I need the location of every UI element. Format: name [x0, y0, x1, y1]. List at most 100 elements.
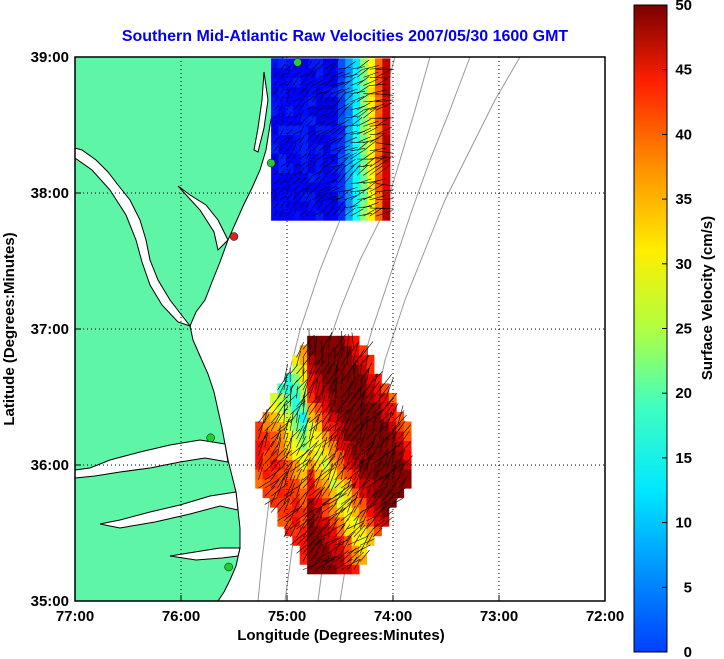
velocity-cell [366, 431, 375, 442]
velocity-cell [337, 201, 346, 212]
velocity-vector [398, 430, 410, 448]
velocity-cell [299, 535, 308, 546]
velocity-cell [352, 96, 361, 107]
velocity-vector [334, 476, 348, 489]
velocity-vector [296, 430, 305, 448]
velocity-vector [299, 153, 308, 160]
velocity-cell [278, 163, 287, 174]
velocity-vector [315, 487, 324, 505]
velocity-cell [373, 373, 382, 384]
velocity-vector [318, 198, 325, 209]
velocity-vector [293, 192, 299, 200]
velocity-vector [340, 372, 350, 383]
velocity-cell [321, 459, 330, 470]
velocity-cell [270, 478, 278, 489]
velocity-vector [340, 349, 352, 366]
velocity-cell [374, 105, 383, 116]
velocity-vector [334, 524, 346, 538]
velocity-cell [277, 431, 286, 442]
velocity-cell [359, 507, 367, 518]
velocity-cell [292, 411, 301, 422]
velocity-vector [337, 145, 350, 152]
velocity-cell [373, 516, 382, 527]
velocity-vector [356, 127, 371, 135]
velocity-vector [305, 143, 313, 152]
velocity-cell [278, 201, 287, 212]
velocity-vector [302, 350, 315, 366]
velocity-vector [391, 402, 399, 415]
velocity-vector [375, 69, 392, 78]
velocity-vector [340, 511, 353, 521]
velocity-cell [292, 469, 301, 480]
colorbar-tick-label: 50 [675, 0, 692, 14]
velocity-cell [292, 440, 301, 451]
velocity-vector [321, 413, 333, 432]
velocity-vector [280, 138, 287, 143]
velocity-cell [352, 77, 361, 88]
velocity-cell [330, 58, 339, 69]
velocity-vector [308, 464, 315, 481]
velocity-cell [367, 182, 376, 193]
velocity-vector [363, 65, 379, 70]
velocity-cell [314, 469, 323, 480]
velocity-vector [353, 341, 359, 358]
velocity-vector [353, 360, 357, 383]
velocity-cell [277, 507, 286, 518]
velocity-vector [385, 484, 395, 497]
velocity-cell [255, 469, 264, 480]
velocity-cell [307, 450, 316, 461]
velocity-cell [285, 163, 294, 174]
velocity-cell [321, 478, 330, 489]
velocity-cell [366, 497, 375, 508]
colorbar-tick-label: 45 [675, 62, 692, 79]
velocity-cell [308, 125, 317, 136]
velocity-vector [289, 482, 295, 497]
velocity-cell [367, 115, 376, 126]
velocity-vector [315, 537, 326, 554]
velocity-vector [321, 332, 333, 350]
velocity-cell [388, 478, 397, 489]
velocity-vector [359, 505, 369, 521]
velocity-vector [331, 164, 344, 168]
velocity-cell [352, 163, 361, 174]
velocity-vector [270, 482, 288, 497]
velocity-cell [336, 478, 345, 489]
velocity-vector [315, 468, 330, 481]
velocity-vector [375, 210, 393, 217]
velocity-vector [309, 395, 320, 407]
velocity-vector [305, 70, 314, 78]
velocity-vector [264, 471, 278, 481]
velocity-vector [359, 483, 366, 497]
velocity-cell [352, 86, 361, 97]
velocity-cell [367, 67, 376, 78]
velocity-vector [353, 474, 360, 489]
velocity-vector [315, 369, 323, 383]
velocity-vector [258, 466, 263, 481]
velocity-vector [328, 422, 338, 432]
velocity-vector [353, 457, 365, 472]
velocity-vector [315, 497, 332, 513]
velocity-cell [307, 345, 316, 356]
velocity-cell [321, 564, 330, 575]
velocity-vector [283, 363, 288, 383]
velocity-vector [359, 549, 370, 562]
velocity-vector [286, 87, 293, 94]
velocity-vector [347, 387, 360, 407]
velocity-vector [340, 534, 352, 554]
velocity-cell [336, 431, 345, 442]
velocity-cell [308, 96, 317, 107]
velocity-vector [289, 523, 298, 538]
velocity-vector [359, 516, 367, 530]
velocity-cell [374, 67, 383, 78]
velocity-vector [264, 421, 275, 432]
velocity-cell [351, 545, 360, 556]
velocity-cell [345, 77, 354, 88]
velocity-cell [293, 153, 302, 164]
velocity-cell [270, 421, 278, 432]
velocity-vector [366, 484, 372, 497]
velocity-cell [308, 58, 317, 69]
velocity-cell [403, 478, 412, 489]
velocity-vector [356, 102, 371, 111]
velocity-cell [381, 469, 390, 480]
velocity-vector [375, 126, 392, 135]
